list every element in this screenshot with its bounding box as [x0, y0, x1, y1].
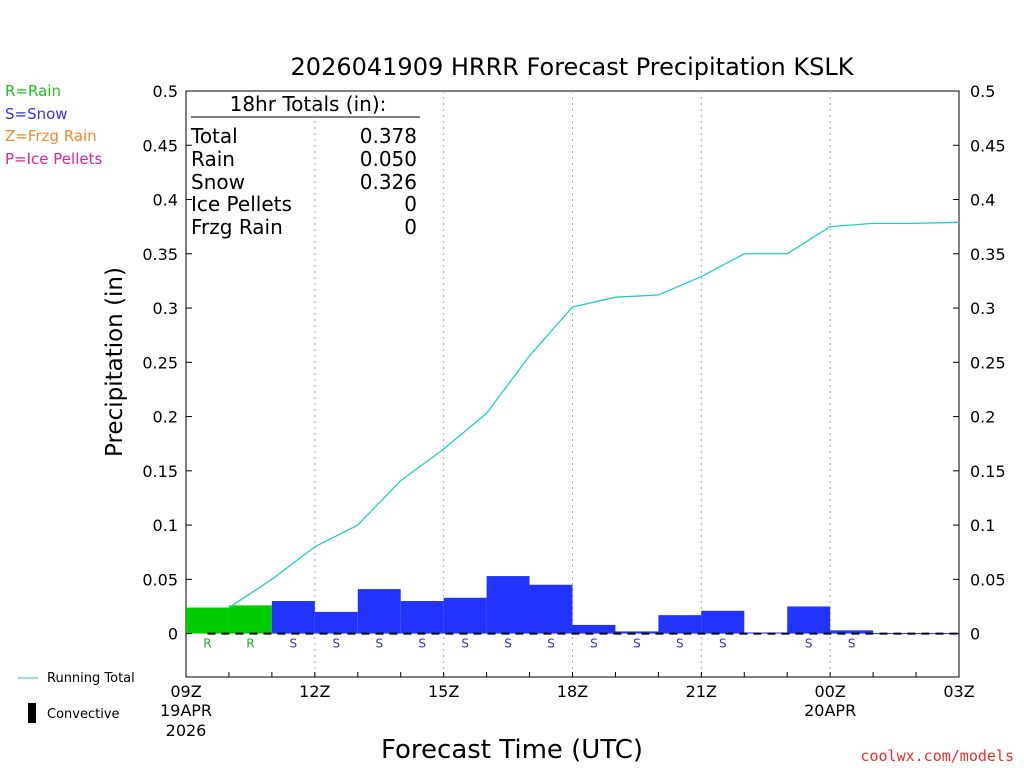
precip-bar: [572, 624, 616, 634]
credit-text: coolwx.com/models: [860, 747, 1014, 765]
y-tick-label-right: 0.5: [970, 82, 995, 101]
totals-label-frzg-rain: Frzg Rain: [191, 215, 283, 239]
precip-bar: [400, 601, 444, 634]
precip-bar: [228, 605, 272, 634]
totals-value-snow: 0.326: [360, 170, 417, 194]
precip-type-label: S: [418, 637, 426, 651]
y-tick-label-right: 0.3: [970, 299, 995, 318]
legend-ice-pellets: P=Ice Pellets: [5, 150, 102, 168]
y-tick-label-left: 0.25: [142, 353, 178, 372]
totals-label-rain: Rain: [191, 147, 235, 171]
precip-type-label: S: [719, 637, 727, 651]
totals-box: 18hr Totals (in): Total 0.378 Rain 0.050…: [190, 92, 420, 239]
y-tick-label-left: 0: [168, 625, 178, 644]
x-tick-label: 15Z: [428, 682, 459, 701]
y-axis-ticks: 0 00.05 0.050.1 0.10.15 0.150.2 0.20.25 0.250.…: [142, 82, 1005, 644]
precip-bar: [615, 631, 659, 634]
precip-bar: [314, 611, 358, 634]
precip-type-label: S: [375, 637, 383, 651]
y-tick-label-left: 0.45: [142, 136, 178, 155]
x-tick-label: 21Z: [686, 682, 717, 701]
totals-label-ice-pellets: Ice Pellets: [191, 192, 292, 216]
precip-bar: [271, 601, 315, 634]
y-tick-label-right: 0.4: [970, 191, 995, 210]
legend-rain: R=Rain: [5, 82, 61, 100]
y-tick-label-left: 0.4: [153, 191, 178, 210]
y-tick-label-right: 0.25: [970, 353, 1006, 372]
x-tick-label: 03Z: [943, 682, 974, 701]
series-legend: Running Total Convective: [18, 671, 135, 723]
precip-bar: [529, 584, 573, 634]
precip-bar: [744, 632, 788, 634]
type-legend: R=Rain S=Snow Z=Frzg Rain P=Ice Pellets: [5, 82, 102, 168]
y-tick-label-right: 0.35: [970, 245, 1006, 264]
precip-type-label: S: [805, 637, 813, 651]
y-tick-label-right: 0.45: [970, 136, 1006, 155]
running-total-line: [228, 221, 960, 609]
precip-type-label: S: [676, 637, 684, 651]
convective-legend-swatch: [28, 703, 36, 723]
x-tick-label: 18Z: [557, 682, 588, 701]
precip-bar: [658, 615, 702, 634]
precip-type-label: S: [633, 637, 641, 651]
y-tick-label-left: 0.3: [153, 299, 178, 318]
precip-bar: [701, 610, 745, 634]
x-tick-year-label: 2026: [166, 721, 207, 740]
precip-type-label: S: [504, 637, 512, 651]
precip-bar: [830, 630, 874, 634]
x-tick-label: 12Z: [299, 682, 330, 701]
x-tick-date-label: 20APR: [804, 701, 856, 720]
totals-value-rain: 0.050: [360, 147, 417, 171]
y-tick-label-left: 0.15: [142, 462, 178, 481]
precip-type-label: R: [246, 637, 254, 651]
chart-title: 2026041909 HRRR Forecast Precipitation K…: [291, 53, 855, 81]
running-total-legend-label: Running Total: [47, 671, 135, 686]
y-tick-label-left: 0.1: [153, 516, 178, 535]
y-tick-label-left: 0.5: [153, 82, 178, 101]
convective-legend-label: Convective: [47, 707, 120, 722]
x-tick-date-label: 19APR: [160, 701, 212, 720]
x-tick-label: 00Z: [815, 682, 846, 701]
totals-label-total: Total: [190, 124, 238, 148]
y-tick-label-right: 0.05: [970, 570, 1006, 589]
precip-type-label: S: [848, 637, 856, 651]
precip-bar: [186, 607, 229, 634]
x-axis-label: Forecast Time (UTC): [381, 735, 643, 765]
y-tick-label-left: 0.05: [142, 570, 178, 589]
legend-snow: S=Snow: [5, 105, 68, 123]
precip-type-label: S: [461, 637, 469, 651]
x-tick-label: 09Z: [170, 682, 201, 701]
totals-value-ice-pellets: 0: [404, 192, 417, 216]
y-axis-label: Precipitation (in): [102, 267, 128, 457]
precip-bar: [787, 606, 831, 634]
precip-bar: [443, 597, 487, 634]
totals-value-frzg-rain: 0: [404, 215, 417, 239]
y-tick-label-left: 0.2: [153, 408, 178, 427]
totals-label-snow: Snow: [191, 170, 245, 194]
y-tick-label-right: 0: [970, 625, 980, 644]
running-total-series: [228, 221, 960, 609]
y-tick-label-left: 0.35: [142, 245, 178, 264]
precip-bar: [486, 576, 530, 634]
legend-frzg-rain: Z=Frzg Rain: [5, 127, 97, 145]
precip-bar: [357, 589, 401, 634]
y-tick-label-right: 0.2: [970, 408, 995, 427]
vertical-gridlines: [314, 91, 831, 677]
precip-type-label: S: [547, 637, 555, 651]
y-tick-label-right: 0.1: [970, 516, 995, 535]
y-tick-label-right: 0.15: [970, 462, 1006, 481]
totals-heading: 18hr Totals (in):: [230, 92, 387, 116]
precip-type-label: S: [332, 637, 340, 651]
precip-type-label: S: [290, 637, 298, 651]
totals-value-total: 0.378: [360, 124, 417, 148]
precip-type-label: R: [203, 637, 211, 651]
precip-type-label: S: [590, 637, 598, 651]
